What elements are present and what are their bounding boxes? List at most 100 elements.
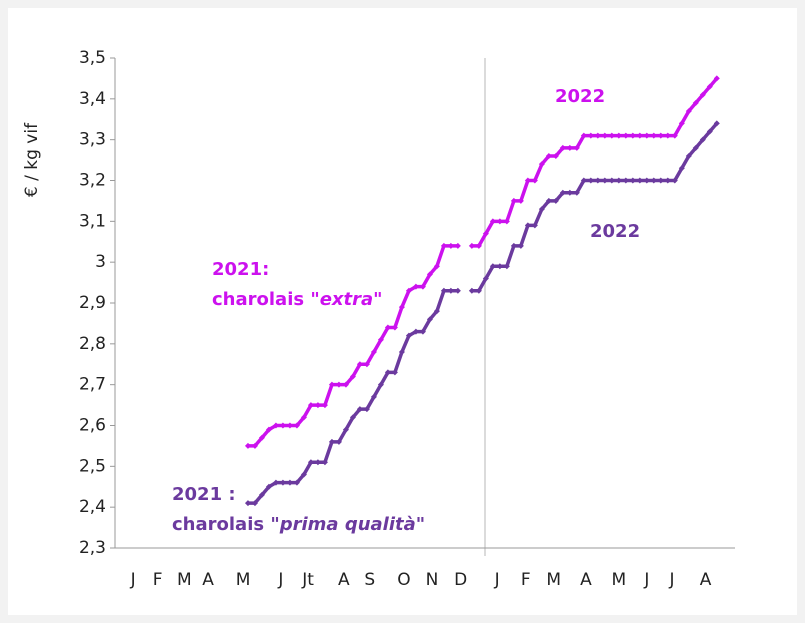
- data-point: [573, 144, 580, 151]
- data-point: [314, 402, 321, 409]
- annotation: 2021 :: [172, 484, 236, 505]
- x-tick-label: A: [700, 570, 712, 590]
- data-point: [489, 263, 496, 270]
- data-point: [398, 304, 405, 311]
- data-point: [601, 177, 608, 184]
- data-point: [650, 132, 657, 139]
- data-point: [566, 189, 573, 196]
- data-point: [279, 479, 286, 486]
- data-point: [629, 177, 636, 184]
- data-point: [664, 132, 671, 139]
- data-point: [573, 189, 580, 196]
- data-point: [496, 218, 503, 225]
- data-point: [349, 414, 356, 421]
- x-tick-label: A: [580, 570, 592, 590]
- data-point: [608, 132, 615, 139]
- data-point: [293, 422, 300, 429]
- data-point: [559, 144, 566, 151]
- data-point: [440, 242, 447, 249]
- x-tick-label: A: [202, 570, 214, 590]
- data-point: [643, 132, 650, 139]
- x-tick-label: J: [643, 570, 649, 590]
- series-line: [471, 122, 719, 293]
- annotation-part: 2022: [590, 221, 640, 242]
- data-point: [433, 263, 440, 270]
- x-tick-label: J: [277, 570, 283, 590]
- data-point: [608, 177, 615, 184]
- data-point: [510, 242, 517, 249]
- data-point: [258, 491, 265, 498]
- x-tick-label: D: [454, 570, 467, 590]
- data-point: [692, 99, 699, 106]
- data-point: [657, 177, 664, 184]
- data-point: [370, 349, 377, 355]
- data-point: [650, 177, 657, 184]
- data-point: [468, 287, 475, 294]
- y-tick-label: 2,3: [79, 538, 106, 558]
- data-point: [524, 222, 531, 229]
- x-tick-label: F: [153, 570, 163, 590]
- y-tick-label: 3,5: [79, 48, 106, 68]
- data-point: [517, 197, 524, 204]
- data-point: [706, 128, 713, 135]
- x-tick-label: O: [397, 570, 410, 590]
- data-point: [475, 287, 482, 294]
- data-point: [433, 308, 440, 315]
- data-point: [594, 177, 601, 184]
- annotation-part: 2021:: [212, 259, 269, 280]
- series-line: [471, 77, 719, 248]
- data-point: [622, 177, 629, 184]
- data-point: [482, 275, 489, 282]
- y-axis-label: € / kg vif: [22, 122, 42, 197]
- data-point: [545, 153, 552, 159]
- data-point: [426, 271, 433, 278]
- data-point: [545, 197, 552, 204]
- data-point: [349, 373, 356, 380]
- data-point: [307, 459, 314, 466]
- data-point: [377, 336, 384, 343]
- data-point: [335, 438, 342, 445]
- data-point: [426, 316, 433, 323]
- data-point: [566, 144, 573, 151]
- annotation-part: ": [373, 289, 382, 310]
- annotation: charolais "prima qualità": [172, 514, 425, 535]
- data-point: [342, 426, 349, 433]
- x-tick-label: M: [612, 570, 627, 590]
- data-point: [615, 177, 622, 184]
- x-tick-label: J: [494, 570, 500, 590]
- data-point: [580, 132, 587, 139]
- data-point: [405, 287, 412, 294]
- data-point: [538, 161, 545, 168]
- data-point: [517, 242, 524, 249]
- data-point: [622, 132, 629, 139]
- data-point: [384, 324, 391, 331]
- x-tick-label: Jt: [301, 570, 314, 590]
- x-tick-label: M: [236, 570, 251, 590]
- y-tick-label: 3,1: [79, 211, 106, 231]
- y-tick-label: 2,5: [79, 456, 106, 476]
- data-point: [531, 177, 538, 184]
- data-point: [377, 381, 384, 388]
- data-point: [419, 283, 426, 290]
- data-point: [363, 406, 370, 413]
- y-tick-label: 2,9: [79, 293, 106, 313]
- annotation: 2022: [590, 221, 640, 242]
- data-point: [594, 132, 601, 139]
- data-point: [503, 263, 510, 270]
- x-tick-label: M: [177, 570, 192, 590]
- data-point: [636, 177, 643, 184]
- annotation-part: charolais ": [212, 289, 320, 310]
- data-point: [678, 120, 685, 127]
- x-tick-label: M: [546, 570, 561, 590]
- data-point: [286, 479, 293, 486]
- y-tick-label: 3: [95, 252, 106, 272]
- data-point: [552, 153, 559, 159]
- data-point: [531, 222, 538, 229]
- data-point: [685, 108, 692, 115]
- data-point: [356, 406, 363, 413]
- data-point: [447, 242, 454, 249]
- annotation-part: extra: [320, 289, 373, 310]
- data-point: [370, 393, 377, 400]
- annotation-part: prima qualità: [279, 514, 416, 535]
